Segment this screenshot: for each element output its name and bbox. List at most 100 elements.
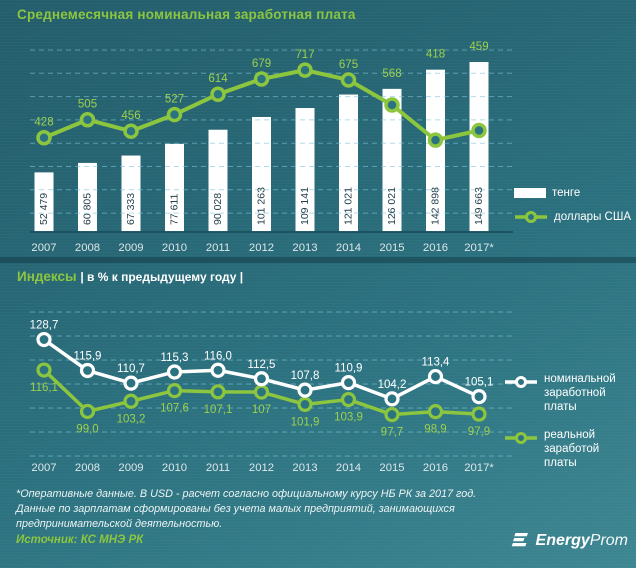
year-label: 2007 bbox=[31, 462, 56, 474]
source-label: Источник: КС МНЭ РК bbox=[16, 534, 144, 546]
real-value-label: 107,1 bbox=[204, 404, 233, 416]
nominal-value-label: 104,2 bbox=[378, 379, 407, 391]
real-value-label: 101,9 bbox=[291, 416, 320, 428]
bar-value-label: 90 028 bbox=[212, 193, 224, 225]
nominal-marker-2012 bbox=[253, 371, 270, 387]
bar-2010 bbox=[165, 143, 184, 232]
real-marker-2012 bbox=[253, 384, 270, 400]
legend-label-usd: доллары США bbox=[554, 211, 632, 223]
year-label: 2016 bbox=[423, 242, 448, 254]
nominal-wage-combo-chart: 52 479 60 805 67 333 77 611 90 028 101 263 109… bbox=[30, 41, 513, 254]
bar-value-label: 142 898 bbox=[430, 187, 442, 225]
real-marker-2015 bbox=[384, 406, 400, 423]
legend-label-tenge: тенге bbox=[552, 187, 581, 199]
bar-2016 bbox=[426, 69, 445, 232]
usd-value-label: 505 bbox=[78, 99, 97, 111]
bar-2014 bbox=[339, 94, 358, 232]
usd-marker-2014 bbox=[340, 72, 357, 88]
real-marker-2013 bbox=[297, 396, 313, 413]
bar-2008 bbox=[78, 162, 97, 232]
year-label: 2009 bbox=[118, 462, 143, 474]
year-label: 2014 bbox=[336, 242, 361, 254]
nominal-marker-2013 bbox=[297, 382, 313, 398]
nominal-marker-2016 bbox=[427, 368, 444, 385]
nominal-marker-2014 bbox=[340, 375, 357, 391]
year-label: 2012 bbox=[249, 242, 274, 254]
nominal-marker-2007 bbox=[36, 331, 52, 348]
bottom-chart-title: Индексы | в % к предыдущему году | bbox=[17, 269, 243, 284]
real-value-label: 98,9 bbox=[424, 424, 446, 436]
real-value-label: 107 bbox=[252, 404, 271, 416]
nominal-value-label: 105,1 bbox=[465, 377, 494, 389]
legend-item-real: реальной заработой платы bbox=[504, 428, 632, 470]
real-marker-2010 bbox=[166, 383, 183, 399]
year-label: 2014 bbox=[336, 462, 361, 474]
wage-index-line-chart: 116,1 99,0 103,2 107,6 107,1 107 101,9 103,9 97,… bbox=[30, 311, 513, 474]
usd-marker-2010 bbox=[166, 106, 183, 123]
nominal-value-label: 116,0 bbox=[204, 350, 232, 362]
bottom-chart-title-main: Индексы bbox=[17, 269, 77, 284]
logo-text-prom: Prom bbox=[589, 532, 628, 549]
year-label: 2015 bbox=[379, 242, 404, 254]
real-marker-2016 bbox=[427, 404, 444, 420]
bar-value-label: 121 021 bbox=[343, 187, 355, 225]
nominal-value-label: 110,9 bbox=[335, 363, 363, 375]
nominal-marker-2008 bbox=[79, 362, 96, 379]
real-marker-2009 bbox=[123, 393, 139, 409]
usd-marker-2012 bbox=[253, 71, 270, 87]
usd-value-label: 679 bbox=[252, 58, 271, 70]
usd-marker-2016 bbox=[427, 132, 444, 148]
legend-item-nominal: номинальной заработной платы bbox=[504, 372, 632, 414]
real-value-label: 103,9 bbox=[334, 412, 363, 424]
usd-marker-2011 bbox=[210, 86, 226, 102]
top-chart-title: Среднемесячная номинальная заработная пл… bbox=[17, 7, 356, 22]
footnote-line-3: предпринимательской деятельностью. bbox=[16, 518, 223, 530]
bar-2011 bbox=[208, 129, 228, 232]
legend-label-real: реальной заработой платы bbox=[544, 429, 600, 469]
year-label: 2007 bbox=[31, 242, 56, 254]
nominal-marker-2017* bbox=[471, 389, 487, 405]
nominal-marker-2015 bbox=[384, 391, 400, 407]
bar-value-label: 101 263 bbox=[256, 187, 268, 225]
nominal-marker-2011 bbox=[210, 362, 226, 378]
usd-value-label: 675 bbox=[339, 59, 358, 71]
year-label: 2008 bbox=[75, 462, 100, 474]
legend-item-usd: доллары США bbox=[514, 210, 631, 224]
bar-value-label: 126 021 bbox=[386, 187, 398, 225]
bar-value-label: 52 479 bbox=[38, 193, 50, 225]
bar-value-label: 109 141 bbox=[299, 187, 311, 225]
real-value-label: 107,6 bbox=[160, 403, 189, 415]
real-value-label: 97,9 bbox=[468, 426, 490, 438]
usd-marker-2015 bbox=[384, 97, 400, 113]
nominal-value-label: 128,7 bbox=[30, 320, 59, 332]
bar-2013 bbox=[295, 108, 315, 232]
bar-value-label: 60 805 bbox=[82, 193, 94, 225]
year-label: 2011 bbox=[206, 462, 230, 474]
footnote-line-2: Данные по зарплатам сформированы без уче… bbox=[16, 503, 455, 515]
bar-value-label: 67 333 bbox=[125, 193, 137, 225]
nominal-line-swatch bbox=[505, 376, 537, 388]
bar-2009 bbox=[121, 155, 141, 232]
footnote-line-1: *Оперативные данные. В USD - расчет согл… bbox=[16, 488, 477, 500]
usd-value-label: 568 bbox=[382, 68, 401, 80]
usd-marker-2008 bbox=[79, 111, 96, 128]
footnote: *Оперативные данные. В USD - расчет согл… bbox=[16, 487, 490, 532]
tenge-bar-swatch bbox=[514, 188, 546, 198]
year-label: 2013 bbox=[292, 242, 317, 254]
year-label: 2010 bbox=[162, 242, 187, 254]
energyprom-logo-icon bbox=[511, 533, 528, 547]
usd-value-label: 459 bbox=[469, 41, 488, 53]
real-marker-2007 bbox=[36, 362, 52, 378]
usd-marker-2017* bbox=[471, 122, 487, 139]
legend-label-nominal: номинальной заработной платы bbox=[544, 373, 616, 413]
real-value-label: 99,0 bbox=[76, 423, 98, 435]
bar-value-label: 149 663 bbox=[473, 187, 485, 225]
year-label: 2017* bbox=[464, 242, 494, 254]
bottom-chart-title-sub: | в % к предыдущему году | bbox=[80, 270, 244, 284]
bar-2012 bbox=[252, 116, 271, 232]
real-value-label: 116,1 bbox=[30, 382, 58, 394]
nominal-value-label: 107,8 bbox=[291, 370, 320, 382]
top-chart-legend: тенге доллары США bbox=[514, 186, 631, 224]
usd-value-label: 614 bbox=[208, 73, 228, 85]
